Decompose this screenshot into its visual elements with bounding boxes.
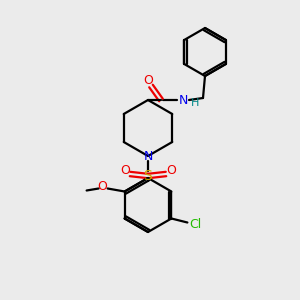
Text: N: N — [178, 94, 188, 106]
Text: O: O — [143, 74, 153, 86]
Text: S: S — [144, 169, 152, 183]
Text: N: N — [143, 149, 153, 163]
Text: O: O — [166, 164, 176, 178]
Text: Cl: Cl — [189, 218, 202, 231]
Text: O: O — [120, 164, 130, 178]
Text: H: H — [191, 98, 199, 108]
Text: O: O — [98, 180, 108, 193]
